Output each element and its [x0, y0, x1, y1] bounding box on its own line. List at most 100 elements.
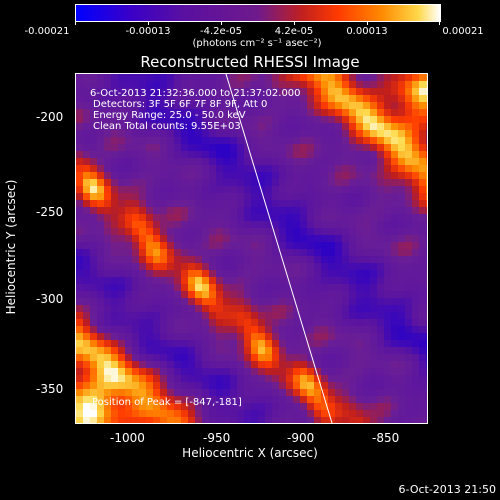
heatmap-cell: [328, 382, 335, 389]
heatmap-cell: [111, 193, 118, 200]
heatmap-cell: [342, 291, 349, 298]
heatmap-cell: [216, 116, 223, 123]
heatmap-cell: [279, 375, 286, 382]
heatmap-cell: [279, 74, 286, 81]
heatmap-cell: [90, 109, 97, 116]
heatmap-cell: [104, 74, 111, 81]
heatmap-cell: [230, 403, 237, 410]
heatmap-cell: [307, 410, 314, 417]
heatmap-cell: [419, 88, 426, 95]
heatmap-cell: [251, 347, 258, 354]
heatmap-cell: [384, 347, 391, 354]
heatmap-cell: [132, 81, 139, 88]
heatmap-cell: [104, 333, 111, 340]
heatmap-cell: [419, 137, 426, 144]
heatmap-cell: [181, 221, 188, 228]
heatmap-cell: [118, 389, 125, 396]
heatmap-cell: [146, 130, 153, 137]
detectors-annotation: Detectors: 3F 5F 6F 7F 8F 9F, Att 0: [93, 99, 268, 110]
heatmap-cell: [356, 130, 363, 137]
heatmap-cell: [83, 214, 90, 221]
heatmap-cell: [181, 158, 188, 165]
heatmap-cell: [419, 340, 426, 347]
heatmap-cell: [195, 410, 202, 417]
heatmap-cell: [188, 382, 195, 389]
heatmap-cell: [426, 116, 427, 123]
heatmap-cell: [230, 291, 237, 298]
heatmap-cell: [363, 249, 370, 256]
heatmap-cell: [356, 81, 363, 88]
heatmap-cell: [174, 249, 181, 256]
heatmap-cell: [209, 326, 216, 333]
heatmap-cell: [97, 347, 104, 354]
heatmap-cell: [384, 95, 391, 102]
heatmap-cell: [405, 333, 412, 340]
heatmap-cell: [181, 186, 188, 193]
heatmap-cell: [398, 158, 405, 165]
heatmap-cell: [139, 312, 146, 319]
heatmap-cell: [258, 158, 265, 165]
heatmap-cell: [300, 116, 307, 123]
heatmap-cell: [363, 382, 370, 389]
heatmap-cell: [167, 116, 174, 123]
heatmap-cell: [83, 361, 90, 368]
heatmap-cell: [258, 382, 265, 389]
heatmap-cell: [251, 298, 258, 305]
heatmap-cell: [90, 375, 97, 382]
heatmap-cell: [398, 102, 405, 109]
heatmap-cell: [195, 165, 202, 172]
heatmap-cell: [265, 151, 272, 158]
heatmap-cell: [272, 214, 279, 221]
heatmap-cell: [90, 249, 97, 256]
heatmap-cell: [349, 137, 356, 144]
heatmap-cell: [209, 270, 216, 277]
heatmap-cell: [377, 417, 384, 423]
heatmap-cell: [76, 270, 83, 277]
heatmap-cell: [244, 151, 251, 158]
heatmap-cell: [314, 123, 321, 130]
heatmap-cell: [265, 74, 272, 81]
y-tick-label: -350: [36, 382, 64, 396]
heatmap-cell: [244, 354, 251, 361]
heatmap-cell: [90, 74, 97, 81]
heatmap-cell: [328, 130, 335, 137]
heatmap-cell: [111, 291, 118, 298]
heatmap-cell: [286, 368, 293, 375]
heatmap-cell: [104, 207, 111, 214]
heatmap-cell: [426, 165, 427, 172]
heatmap-cell: [174, 130, 181, 137]
heatmap-cell: [160, 151, 167, 158]
heatmap-cell: [125, 158, 132, 165]
heatmap-cell: [181, 235, 188, 242]
heatmap-cell: [216, 186, 223, 193]
heatmap-cell: [412, 312, 419, 319]
heatmap-cell: [251, 102, 258, 109]
heatmap-cell: [391, 165, 398, 172]
heatmap-cell: [90, 88, 97, 95]
heatmap-cell: [391, 256, 398, 263]
heatmap-cell: [202, 235, 209, 242]
heatmap-cell: [230, 242, 237, 249]
heatmap-cell: [76, 74, 83, 81]
heatmap-cell: [321, 74, 328, 81]
heatmap-cell: [153, 186, 160, 193]
heatmap-cell: [202, 291, 209, 298]
heatmap-cell: [216, 249, 223, 256]
heatmap-cell: [230, 326, 237, 333]
heatmap-cell: [251, 193, 258, 200]
heatmap-cell: [370, 137, 377, 144]
heatmap-cell: [209, 193, 216, 200]
heatmap-cell: [188, 403, 195, 410]
heatmap-cell: [377, 361, 384, 368]
heatmap-cell: [244, 214, 251, 221]
heatmap-cell: [258, 417, 265, 423]
heatmap-cell: [244, 228, 251, 235]
heatmap-cell: [251, 158, 258, 165]
time-range-annotation: 6-Oct-2013 21:32:36.000 to 21:37:02.000: [90, 88, 301, 99]
heatmap-cell: [426, 242, 427, 249]
heatmap-cell: [286, 396, 293, 403]
heatmap-cell: [244, 123, 251, 130]
heatmap-cell: [83, 81, 90, 88]
heatmap-cell: [97, 396, 104, 403]
heatmap-cell: [307, 207, 314, 214]
